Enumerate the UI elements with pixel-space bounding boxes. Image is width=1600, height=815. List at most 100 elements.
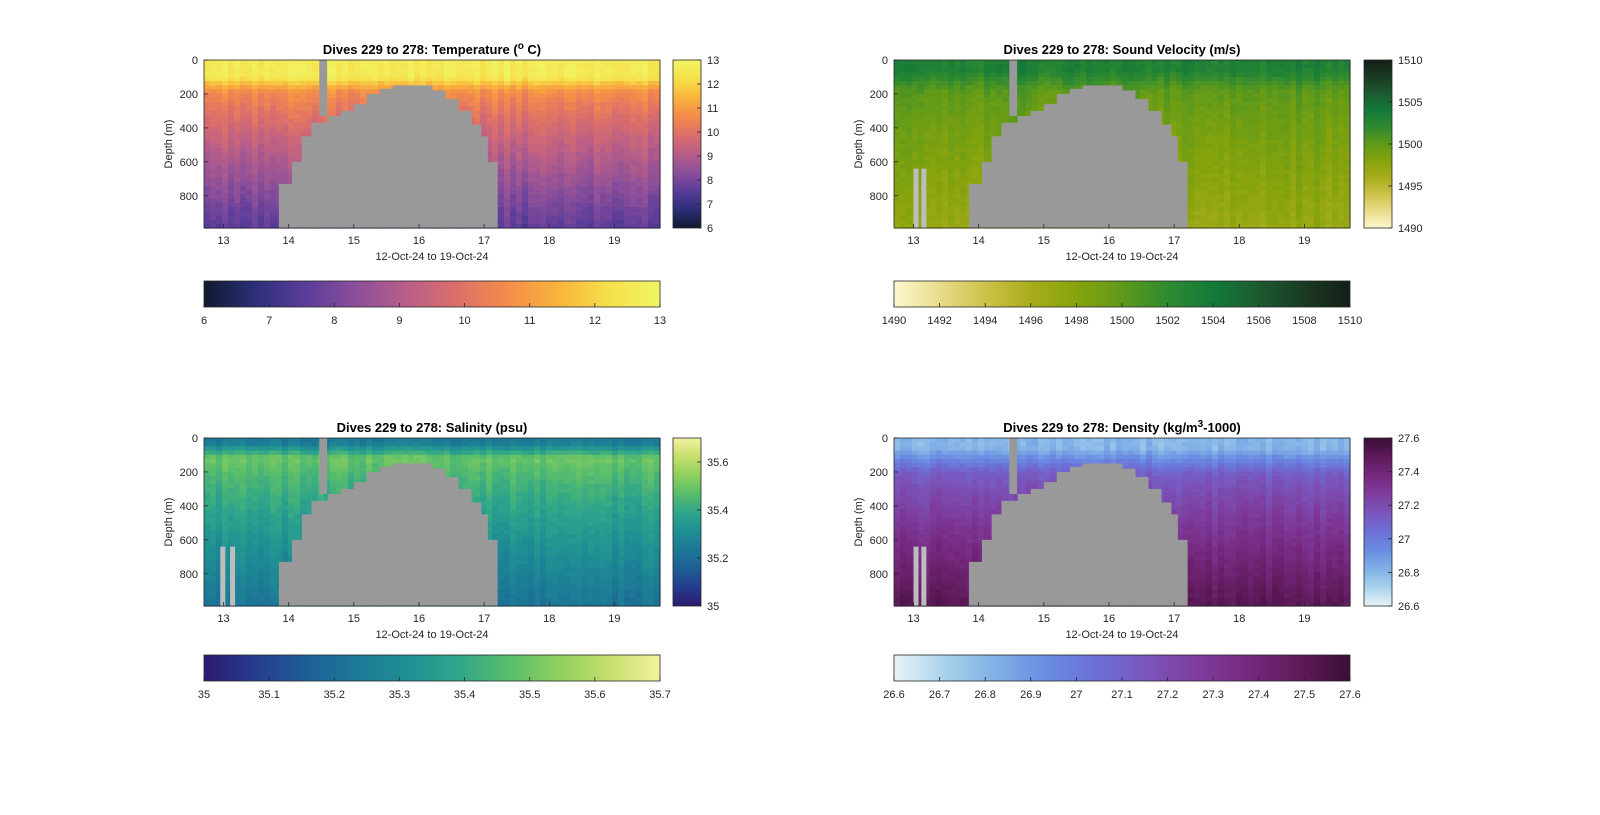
heatmap-cell	[600, 97, 607, 103]
heatmap-cell	[942, 68, 949, 74]
heatmap-cell	[942, 114, 949, 120]
heatmap-cell	[960, 60, 967, 65]
heatmap-cell	[330, 97, 337, 103]
heatmap-cell	[282, 123, 289, 128]
heatmap-cell	[654, 97, 661, 103]
heatmap-cell	[600, 64, 607, 69]
heatmap-cell	[486, 144, 493, 149]
heatmap-cell	[588, 131, 595, 137]
heatmap-cell	[636, 144, 643, 149]
heatmap-cell	[582, 156, 589, 162]
heatmap-cell	[642, 169, 649, 174]
heatmap-cell	[486, 106, 493, 111]
heatmap-cell	[918, 177, 925, 183]
heatmap-cell	[654, 207, 661, 212]
heatmap-cell	[228, 76, 235, 82]
heatmap-cell	[504, 194, 511, 200]
heatmap-cell	[642, 202, 649, 208]
heatmap-cell	[540, 207, 547, 212]
heatmap-cell	[930, 81, 937, 86]
heatmap-cell	[570, 152, 577, 158]
heatmap-cell	[456, 89, 463, 95]
heatmap-cell	[588, 135, 595, 141]
heatmap-cell	[516, 76, 523, 82]
heatmap-cell	[360, 68, 367, 74]
temperature-colorbar-bottom	[203, 280, 661, 308]
heatmap-cell	[480, 114, 487, 120]
heatmap-cell	[906, 211, 913, 216]
heatmap-cell	[258, 81, 265, 86]
heatmap-cell	[252, 72, 259, 78]
heatmap-cell	[546, 110, 553, 116]
heatmap-cell	[210, 106, 217, 111]
heatmap-cell	[564, 118, 571, 124]
heatmap-cell	[306, 81, 313, 86]
heatmap-cell	[534, 144, 541, 149]
heatmap-cell	[252, 144, 259, 149]
heatmap-cell	[270, 165, 277, 170]
heatmap-cell	[906, 131, 913, 137]
heatmap-cell	[966, 89, 973, 95]
heatmap-cell	[552, 194, 559, 200]
heatmap-cell	[492, 144, 499, 149]
heatmap-cell	[330, 81, 337, 86]
heatmap-cell	[900, 144, 907, 149]
heatmap-cell	[240, 76, 247, 82]
heatmap-cell	[912, 68, 919, 74]
heatmap-cell	[204, 131, 211, 137]
heatmap-cell	[570, 190, 577, 195]
heatmap-cell	[258, 102, 265, 107]
heatmap-cell	[282, 165, 289, 170]
heatmap-cell	[924, 123, 931, 128]
heatmap-cell	[1158, 93, 1165, 99]
heatmap-cell	[234, 223, 241, 229]
heatmap-cell	[624, 123, 631, 128]
heatmap-cell	[990, 89, 997, 95]
heatmap-cell	[264, 186, 271, 191]
heatmap-cell	[564, 144, 571, 149]
heatmap-cell	[618, 177, 625, 183]
heatmap-cell	[282, 106, 289, 111]
heatmap-cell	[918, 181, 925, 187]
heatmap-cell	[372, 64, 379, 69]
heatmap-cell	[276, 123, 283, 128]
heatmap-cell	[978, 169, 985, 174]
heatmap-cell	[204, 106, 211, 111]
colorbar-side-tick-label: 12	[707, 79, 719, 91]
heatmap-cell	[270, 160, 277, 166]
heatmap-cell	[216, 190, 223, 195]
heatmap-cell	[924, 68, 931, 74]
heatmap-cell	[264, 64, 271, 69]
heatmap-cell	[996, 123, 1003, 128]
heatmap-cell	[510, 93, 517, 99]
heatmap-cell	[576, 123, 583, 128]
heatmap-cell	[636, 207, 643, 212]
heatmap-cell	[576, 215, 583, 221]
heatmap-cell	[510, 207, 517, 212]
heatmap-cell	[900, 97, 907, 103]
heatmap-cell	[540, 194, 547, 200]
heatmap-cell	[216, 131, 223, 137]
heatmap-cell	[612, 156, 619, 162]
heatmap-cell	[906, 123, 913, 128]
heatmap-cell	[612, 72, 619, 78]
heatmap-cell	[942, 198, 949, 204]
heatmap-cell	[390, 81, 397, 86]
heatmap-cell	[210, 85, 217, 90]
heatmap-cell	[588, 181, 595, 187]
heatmap-cell	[900, 85, 907, 90]
heatmap-cell	[990, 127, 997, 132]
heatmap-cell	[216, 139, 223, 145]
heatmap-cell	[204, 186, 211, 191]
heatmap-cell	[252, 85, 259, 90]
heatmap-cell	[1164, 93, 1171, 99]
heatmap-cell	[522, 118, 529, 124]
heatmap-cell	[276, 177, 283, 183]
heatmap-cell	[648, 85, 655, 90]
heatmap-cell	[510, 123, 517, 128]
heatmap-cell	[294, 102, 301, 107]
heatmap-cell	[552, 144, 559, 149]
heatmap-cell	[1164, 81, 1171, 86]
heatmap-cell	[966, 110, 973, 116]
heatmap-cell	[942, 215, 949, 221]
